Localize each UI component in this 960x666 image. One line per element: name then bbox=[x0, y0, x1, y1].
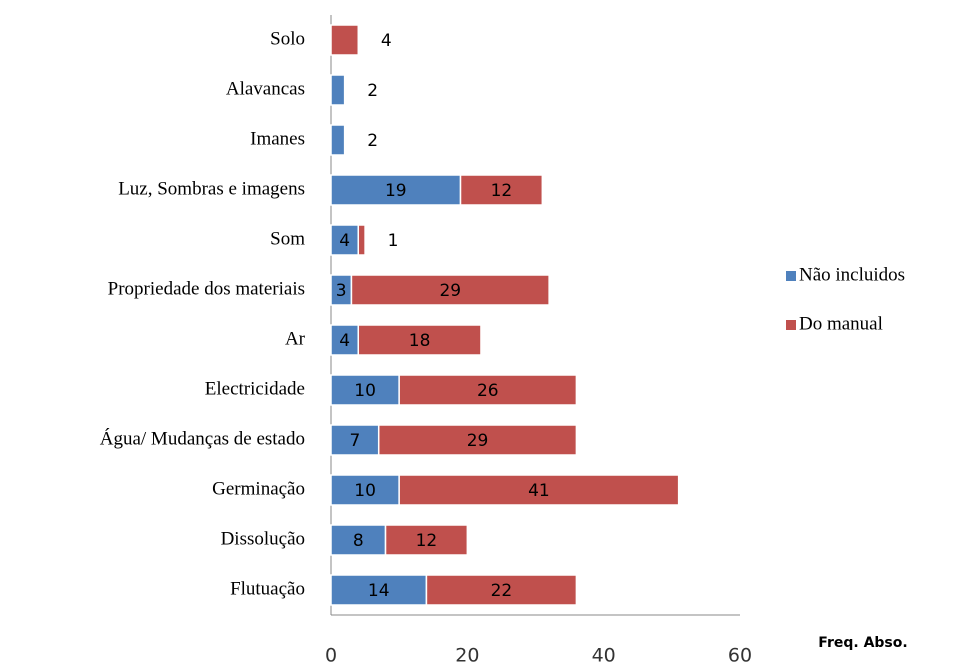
data-label: 3 bbox=[336, 281, 347, 301]
data-label: 29 bbox=[439, 281, 461, 301]
bar bbox=[330, 574, 428, 606]
x-tick-label: 0 bbox=[325, 645, 337, 666]
x-tick-label: 60 bbox=[728, 645, 752, 666]
y-tick-label: Imanes bbox=[250, 128, 305, 149]
y-tick-label: Alavancas bbox=[226, 78, 305, 99]
legend-label: Do manual bbox=[799, 313, 883, 334]
bar bbox=[398, 374, 578, 406]
bar bbox=[350, 274, 550, 306]
data-label: 12 bbox=[491, 181, 513, 201]
legend-label: Não incluidos bbox=[799, 264, 905, 285]
bar bbox=[330, 324, 360, 356]
y-tick-label: Propriedade dos materiais bbox=[108, 278, 305, 299]
bar bbox=[330, 474, 400, 506]
data-label: 10 bbox=[354, 381, 376, 401]
data-label: 4 bbox=[339, 331, 350, 351]
bar bbox=[330, 74, 346, 106]
data-label: 4 bbox=[339, 231, 350, 251]
y-tick-label: Dissolução bbox=[221, 528, 305, 549]
y-tick-label: Electricidade bbox=[205, 378, 305, 399]
data-label: 10 bbox=[354, 481, 376, 501]
bar bbox=[330, 24, 360, 56]
x-tick-label: 20 bbox=[455, 645, 479, 666]
data-label: 2 bbox=[367, 131, 378, 151]
x-tick-label: 40 bbox=[592, 645, 616, 666]
data-label: 22 bbox=[491, 581, 513, 601]
y-tick-label: Luz, Sombras e imagens bbox=[118, 178, 305, 199]
data-label: 7 bbox=[349, 431, 360, 451]
legend-swatch bbox=[786, 320, 796, 330]
data-label: 18 bbox=[409, 331, 431, 351]
bar bbox=[425, 574, 578, 606]
data-label: 26 bbox=[477, 381, 499, 401]
bar bbox=[330, 374, 400, 406]
data-label: 8 bbox=[353, 531, 364, 551]
y-tick-label: Ar bbox=[285, 328, 306, 349]
bar bbox=[398, 474, 680, 506]
bar bbox=[330, 124, 346, 156]
y-tick-label: Flutuação bbox=[230, 578, 305, 599]
y-tick-label: Solo bbox=[270, 28, 305, 49]
data-label: 12 bbox=[416, 531, 438, 551]
data-label: 1 bbox=[388, 231, 399, 251]
bar bbox=[459, 174, 544, 206]
data-label: 2 bbox=[367, 81, 378, 101]
legend-swatch bbox=[786, 271, 796, 281]
data-label: 19 bbox=[385, 181, 407, 201]
bar bbox=[384, 524, 469, 556]
bar bbox=[330, 224, 360, 256]
data-label: 4 bbox=[381, 31, 392, 51]
bar bbox=[357, 324, 482, 356]
x-axis-label: Freq. Abso. bbox=[818, 635, 907, 651]
y-tick-label: Germinação bbox=[212, 478, 305, 499]
data-label: 29 bbox=[467, 431, 489, 451]
y-tick-label: Som bbox=[270, 228, 305, 249]
bar bbox=[330, 524, 387, 556]
y-tick-label: Água/ Mudanças de estado bbox=[100, 427, 305, 449]
data-label: 41 bbox=[528, 481, 550, 501]
data-label: 14 bbox=[368, 581, 390, 601]
bar bbox=[377, 424, 578, 456]
bar bbox=[357, 224, 366, 256]
